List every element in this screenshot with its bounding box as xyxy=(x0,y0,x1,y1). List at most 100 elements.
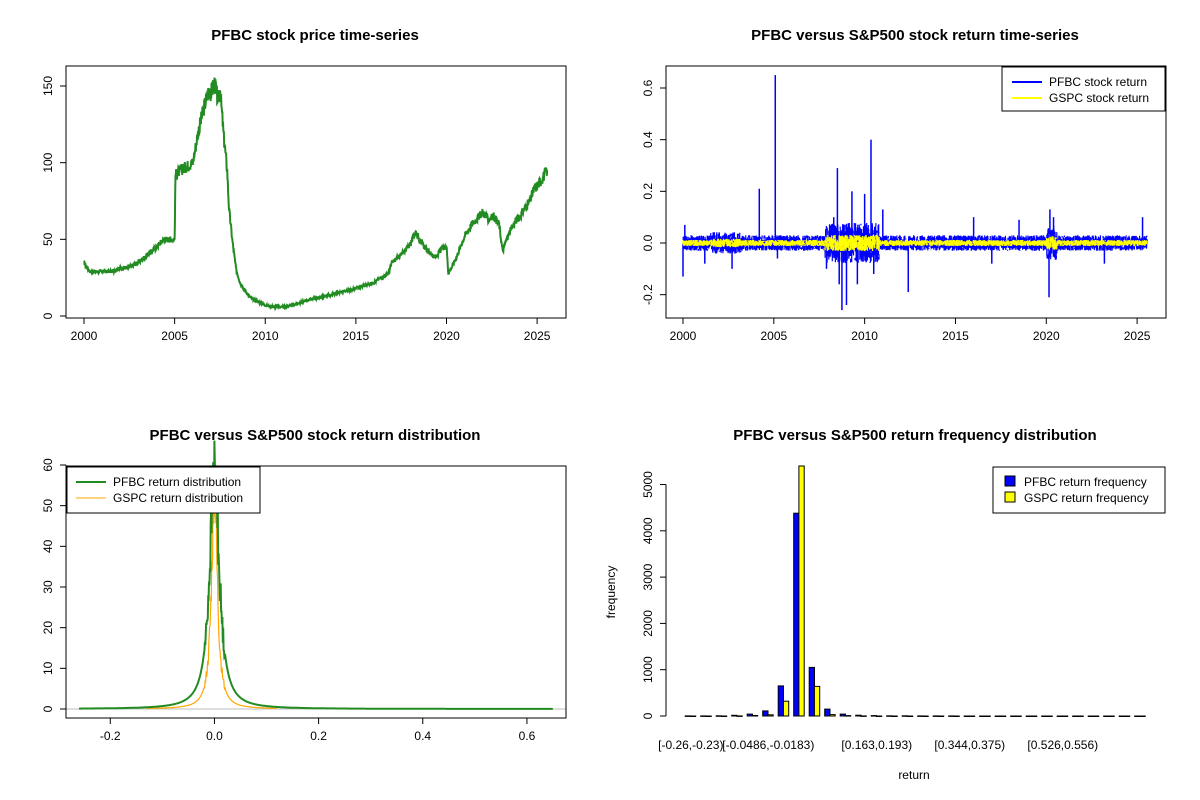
x-tick-label-distribution: 0.4 xyxy=(414,729,431,743)
legend-label-pfbc-return: PFBC stock return xyxy=(1049,75,1147,89)
bar-gspc-frequency xyxy=(984,715,991,717)
y-tick-label-frequency: 1000 xyxy=(641,656,655,683)
chart-title-distribution: PFBC versus S&P500 stock return distribu… xyxy=(150,427,481,444)
x-tick-label-distribution: -0.2 xyxy=(100,729,121,743)
panel-return-distribution: PFBC versus S&P500 stock return distribu… xyxy=(41,427,567,743)
bar-pfbc-frequency xyxy=(1056,715,1063,717)
series-line-pfbc-price xyxy=(83,77,549,312)
y-tick-label-frequency: 2000 xyxy=(641,610,655,637)
series-line-gspc-distribution xyxy=(146,476,277,710)
legend-frequency: PFBC return frequency GSPC return freque… xyxy=(992,466,1166,514)
y-tick-label-returns: -0.2 xyxy=(641,284,655,305)
x-category-label-frequency: [0.526,0.556) xyxy=(1027,738,1098,752)
y-tick-label-returns: 0.0 xyxy=(641,234,655,251)
bar-pfbc-frequency xyxy=(1118,715,1125,717)
bar-gspc-frequency xyxy=(953,715,960,717)
bar-pfbc-frequency xyxy=(824,708,831,717)
bar-gspc-frequency xyxy=(1108,715,1115,717)
legend-distribution: PFBC return distribution GSPC return dis… xyxy=(66,466,261,514)
chart-title-returns: PFBC versus S&P500 stock return time-ser… xyxy=(751,27,1079,44)
x-tick-label-returns: 2015 xyxy=(942,329,969,343)
bar-gspc-frequency xyxy=(906,715,914,717)
bar-gspc-frequency xyxy=(891,715,898,717)
x-tick-label-price: 2020 xyxy=(433,329,460,343)
y-tick-label-distribution: 10 xyxy=(41,661,55,675)
x-category-label-frequency: [0.163,0.193) xyxy=(841,738,912,752)
x-tick-label-price: 2015 xyxy=(343,329,370,343)
y-tick-label-distribution: 0 xyxy=(41,705,55,712)
y-tick-label-returns: 0.2 xyxy=(641,183,655,200)
x-tick-label-returns: 2000 xyxy=(670,329,697,343)
bar-pfbc-frequency xyxy=(994,715,1002,717)
y-tick-label-distribution: 30 xyxy=(41,580,55,594)
y-tick-label-distribution: 20 xyxy=(41,621,55,635)
bar-pfbc-frequency xyxy=(917,715,924,717)
x-tick-label-returns: 2025 xyxy=(1124,329,1151,343)
bar-gspc-frequency xyxy=(798,465,805,717)
bar-gspc-frequency xyxy=(1139,715,1146,717)
y-tick-label-distribution: 40 xyxy=(41,539,55,553)
bar-gspc-frequency xyxy=(1030,715,1038,717)
bar-pfbc-frequency xyxy=(1041,715,1048,717)
bar-gspc-frequency xyxy=(922,715,929,717)
y-tick-label-price: 50 xyxy=(41,232,55,246)
x-tick-label-returns: 2010 xyxy=(851,329,878,343)
x-category-label-frequency: [-0.26,-0.23) xyxy=(658,738,723,752)
bar-pfbc-frequency xyxy=(777,685,785,717)
bar-gspc-frequency xyxy=(1061,715,1069,717)
chart-title-price: PFBC stock price time-series xyxy=(211,27,419,44)
x-tick-label-distribution: 0.2 xyxy=(310,729,327,743)
bar-pfbc-frequency xyxy=(808,666,816,717)
plot-frame-distribution xyxy=(65,465,567,719)
legend-box-distribution xyxy=(66,466,261,514)
x-tick-label-price: 2025 xyxy=(524,329,551,343)
bar-gspc-frequency xyxy=(1077,715,1084,717)
legend-returns: PFBC stock return GSPC stock return xyxy=(1001,66,1166,112)
distribution-plot-layer: -0.2 0.0 0.2 0.4 0.6 0 10 20 30 40 50 60 xyxy=(41,440,566,743)
bar-pfbc-frequency xyxy=(886,715,893,717)
y-tick-label-returns: 0.6 xyxy=(641,79,655,96)
bar-gspc-frequency xyxy=(813,685,821,717)
panel-return-timeseries: PFBC versus S&P500 stock return time-ser… xyxy=(641,27,1167,343)
bar-pfbc-frequency xyxy=(1134,715,1141,717)
bar-gspc-frequency xyxy=(720,715,728,717)
legend-label-gspc-distribution: GSPC return distribution xyxy=(113,491,243,505)
bar-gspc-frequency xyxy=(844,715,852,717)
bar-pfbc-frequency xyxy=(1087,715,1094,717)
y-axis-label-frequency: frequency xyxy=(604,566,618,619)
bar-gspc-frequency xyxy=(875,715,883,717)
y-tick-label-price: 0 xyxy=(41,312,55,319)
y-tick-label-price: 100 xyxy=(41,152,55,172)
plot-frame-price xyxy=(65,65,567,319)
bar-pfbc-frequency xyxy=(948,715,955,717)
x-axis-label-frequency: return xyxy=(898,768,929,782)
x-tick-label-distribution: 0.0 xyxy=(206,729,223,743)
legend-swatch-gspc-frequency xyxy=(1004,491,1016,503)
x-tick-label-price: 2005 xyxy=(161,329,188,343)
chart-title-frequency: PFBC versus S&P500 return frequency dist… xyxy=(733,427,1096,444)
y-tick-label-price: 150 xyxy=(41,76,55,96)
y-tick-label-frequency: 0 xyxy=(641,712,655,719)
x-tick-label-returns: 2005 xyxy=(760,329,787,343)
legend-swatch-pfbc-frequency xyxy=(1004,475,1016,487)
bar-gspc-frequency xyxy=(736,715,743,717)
bar-pfbc-frequency xyxy=(1025,715,1032,717)
bar-pfbc-frequency xyxy=(1072,715,1079,717)
legend-label-pfbc-frequency: PFBC return frequency xyxy=(1024,475,1147,489)
bar-gspc-frequency xyxy=(999,715,1007,717)
y-tick-label-distribution: 50 xyxy=(41,499,55,513)
bar-gspc-frequency xyxy=(860,715,867,717)
bar-gspc-frequency xyxy=(1046,715,1053,717)
y-tick-label-distribution: 60 xyxy=(41,458,55,472)
legend-label-gspc-frequency: GSPC return frequency xyxy=(1024,491,1149,505)
bar-gspc-frequency xyxy=(1092,715,1100,717)
bar-pfbc-frequency xyxy=(1103,715,1110,717)
bar-pfbc-frequency xyxy=(793,512,800,717)
x-category-label-frequency: [-0.0486,-0.0183) xyxy=(722,738,814,752)
bar-pfbc-frequency xyxy=(731,714,738,717)
y-tick-label-frequency: 5000 xyxy=(641,471,655,498)
plot-frame-returns xyxy=(665,65,1167,319)
legend-label-pfbc-distribution: PFBC return distribution xyxy=(113,475,241,489)
